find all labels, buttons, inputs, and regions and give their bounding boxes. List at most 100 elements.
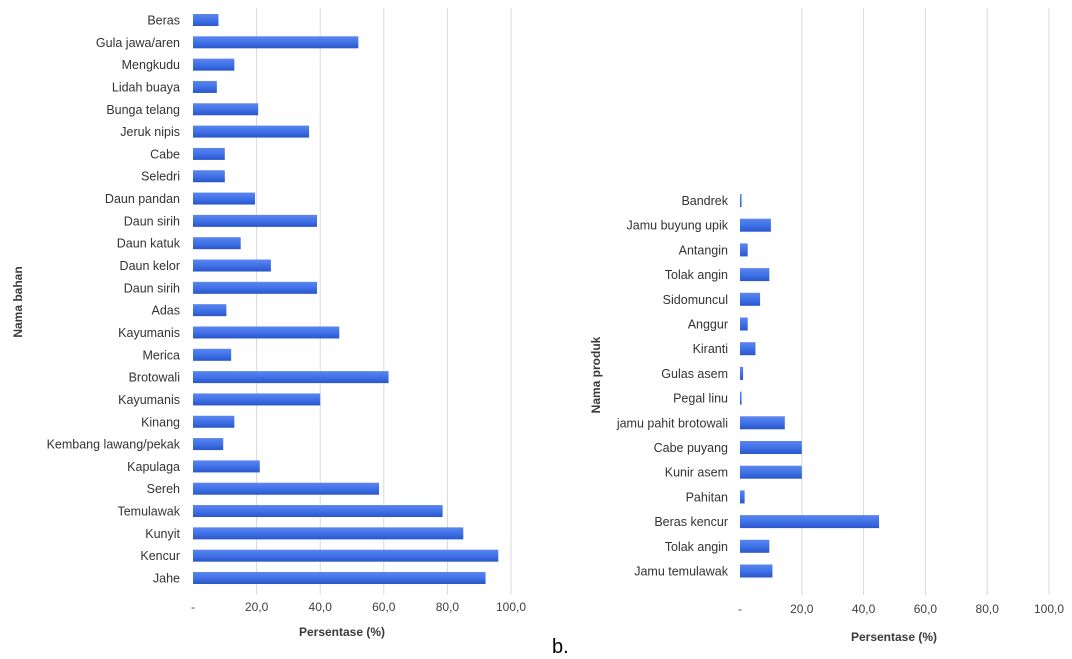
category-label: Daun sirih xyxy=(124,281,180,295)
bar xyxy=(193,326,340,339)
bahan-chart: - 20,0 40,0 60,0 80,0 100,0 Beras Gula jawa/are… xyxy=(11,8,526,639)
bar xyxy=(740,515,880,529)
category-label: Beras xyxy=(147,14,180,28)
bar xyxy=(193,393,321,406)
category-label: Bunga telang xyxy=(106,103,180,117)
bar xyxy=(740,391,742,405)
x-axis-title: Persentase (%) xyxy=(851,630,937,644)
category-label: Sereh xyxy=(147,482,180,496)
category-label: Temulawak xyxy=(117,505,180,519)
category-label: Kunir asem xyxy=(665,466,728,480)
category-label: Pahitan xyxy=(686,490,728,504)
bar xyxy=(193,482,380,495)
category-label: Gulas asem xyxy=(661,367,728,381)
bar xyxy=(740,194,742,207)
bar xyxy=(193,438,224,451)
bar xyxy=(193,237,241,250)
category-label: Kayumanis xyxy=(118,326,180,340)
category-label: Daun kelor xyxy=(120,259,180,273)
x-tick-label: 100,0 xyxy=(1034,602,1064,616)
category-label: Beras kencur xyxy=(654,515,728,529)
category-label: Daun katuk xyxy=(117,237,181,251)
bar xyxy=(193,527,464,540)
category-label: Kapulaga xyxy=(127,460,180,474)
bar xyxy=(740,539,770,553)
bar xyxy=(740,416,785,430)
bar xyxy=(740,366,744,380)
x-tick-label: - xyxy=(738,602,742,616)
bar xyxy=(193,415,235,428)
category-label: Jahe xyxy=(153,572,180,586)
bar xyxy=(193,505,443,518)
bar xyxy=(193,36,359,49)
category-label: Kinang xyxy=(141,415,180,429)
category-label: Lidah buaya xyxy=(112,80,180,94)
bar xyxy=(193,549,499,562)
category-label: Pegal linu xyxy=(673,392,728,406)
x-tick-label: 60,0 xyxy=(914,602,938,616)
produk-chart: - 20,0 40,0 60,0 80,0 100,0 Bandrek Jamu buyung… xyxy=(589,8,1064,644)
category-label: Cabe xyxy=(150,147,180,161)
x-axis-title: Persentase (%) xyxy=(299,625,385,639)
bar xyxy=(193,125,310,138)
bar xyxy=(740,465,802,479)
y-axis-title: Nama produk xyxy=(589,336,603,413)
bar xyxy=(193,80,217,93)
x-tick-label: 80,0 xyxy=(436,600,460,614)
bar xyxy=(740,490,745,504)
y-axis-title: Nama bahan xyxy=(11,266,25,337)
category-label: Antangin xyxy=(679,243,728,257)
bar xyxy=(193,170,225,183)
category-label: Sidomuncul xyxy=(663,293,728,307)
x-tick-label: - xyxy=(191,600,195,614)
category-label: Jeruk nipis xyxy=(120,125,180,139)
bar xyxy=(740,441,802,454)
panel-label: b. xyxy=(552,636,569,658)
category-label: Jamu temulawak xyxy=(634,565,729,579)
bar xyxy=(193,304,227,317)
bar xyxy=(740,564,773,578)
category-label: Cabe puyang xyxy=(654,441,728,455)
category-label: Kiranti xyxy=(693,342,728,356)
category-label: Anggur xyxy=(688,318,728,332)
x-tick-label: 100,0 xyxy=(496,600,526,614)
x-tick-label: 20,0 xyxy=(790,602,814,616)
bar xyxy=(193,103,259,116)
category-label: Merica xyxy=(142,348,180,362)
category-label: Kunyit xyxy=(145,527,180,541)
bar xyxy=(193,281,318,294)
bar xyxy=(740,218,771,232)
bar xyxy=(193,58,235,71)
category-label: Kencur xyxy=(140,549,180,563)
bar xyxy=(193,572,486,584)
x-tick-label: 20,0 xyxy=(245,600,269,614)
category-label: Bandrek xyxy=(681,194,728,208)
bar xyxy=(740,342,756,356)
category-label: Seledri xyxy=(141,170,180,184)
category-label: Mengkudu xyxy=(122,58,180,72)
x-tick-label: 60,0 xyxy=(372,600,396,614)
category-label: Brotowali xyxy=(129,371,180,385)
category-label: Jamu buyung upik xyxy=(627,219,729,233)
category-label: Tolak angin xyxy=(665,268,728,282)
category-label: Daun sirih xyxy=(124,214,180,228)
bar xyxy=(740,243,748,257)
category-label: Kembang lawang/pekak xyxy=(47,438,181,452)
category-label: Tolak angin xyxy=(665,540,728,554)
x-tick-label: 40,0 xyxy=(852,602,876,616)
x-tick-label: 40,0 xyxy=(309,600,333,614)
bar xyxy=(193,214,318,227)
category-label: Adas xyxy=(152,304,181,318)
bar xyxy=(193,192,256,205)
bar xyxy=(193,14,219,26)
bar xyxy=(193,460,260,473)
category-label: Gula jawa/aren xyxy=(96,36,180,50)
category-label: Daun pandan xyxy=(105,192,180,206)
bar xyxy=(193,259,271,272)
bar xyxy=(193,348,232,361)
bar xyxy=(193,371,389,384)
bar xyxy=(193,147,225,160)
category-label: Kayumanis xyxy=(118,393,180,407)
bar xyxy=(740,317,748,331)
